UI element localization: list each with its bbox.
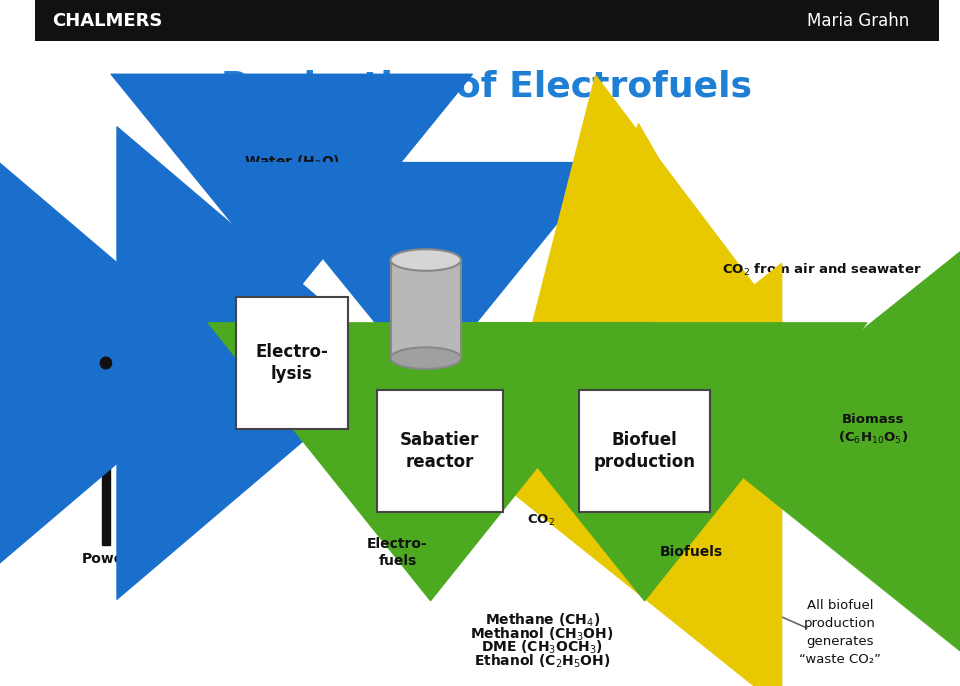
Text: Sabatier
reactor: Sabatier reactor (400, 431, 480, 471)
Text: CO$_2$: CO$_2$ (527, 512, 555, 528)
Text: CHALMERS: CHALMERS (52, 12, 162, 29)
Text: Biofuel
production: Biofuel production (593, 431, 696, 471)
Text: All biofuel
production
generates
“waste CO₂”: All biofuel production generates “waste … (799, 598, 880, 665)
FancyBboxPatch shape (377, 390, 503, 512)
Ellipse shape (391, 347, 461, 369)
Text: DME (CH$_3$OCH$_3$): DME (CH$_3$OCH$_3$) (481, 639, 603, 657)
Text: Hydrogen
(H$_2$): Hydrogen (H$_2$) (378, 213, 454, 248)
Text: H$_2$: H$_2$ (388, 370, 407, 386)
Text: Production of Electrofuels: Production of Electrofuels (222, 69, 753, 104)
FancyBboxPatch shape (236, 297, 348, 429)
Text: Electro-
lysis: Electro- lysis (255, 343, 328, 383)
Ellipse shape (391, 249, 461, 271)
Text: Methanol (CH$_3$OH): Methanol (CH$_3$OH) (470, 625, 614, 643)
Text: Biofuels: Biofuels (660, 545, 723, 559)
Text: Electro-
fuels: Electro- fuels (368, 536, 428, 568)
Text: Water (H$_2$O): Water (H$_2$O) (244, 153, 340, 171)
FancyBboxPatch shape (102, 363, 109, 545)
Text: CO$_2$ from combustion: CO$_2$ from combustion (722, 333, 882, 349)
Text: Ethanol (C$_2$H$_5$OH): Ethanol (C$_2$H$_5$OH) (474, 652, 611, 670)
Bar (391, 260, 461, 358)
Text: Methane (CH$_4$): Methane (CH$_4$) (485, 611, 600, 629)
FancyBboxPatch shape (579, 390, 710, 512)
Text: Power: Power (82, 552, 131, 566)
Circle shape (100, 357, 111, 369)
Text: Maria Grahn: Maria Grahn (806, 12, 909, 29)
Bar (36, 0, 939, 41)
Text: Biomass
(C$_6$H$_{10}$O$_5$): Biomass (C$_6$H$_{10}$O$_5$) (838, 414, 908, 446)
Text: CO$_2$ from air and seawater: CO$_2$ from air and seawater (722, 262, 922, 278)
